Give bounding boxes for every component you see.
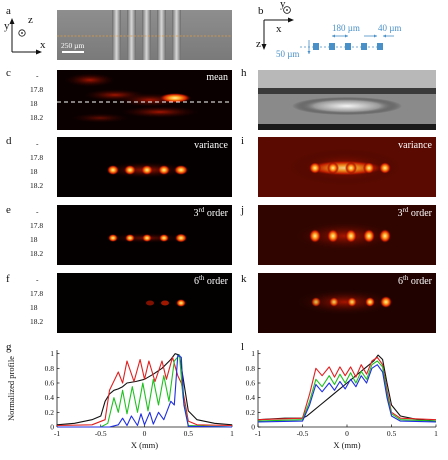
third-order-image-j: 3rd order — [258, 205, 436, 265]
microscope-image-a: 250 µm — [57, 10, 232, 60]
profile-chart-l: -1 -0.5 0 0.5 1 0 0.2 0.4 0.6 0.8 1 X (mm) — [246, 349, 439, 450]
series-line-0 — [56, 353, 233, 426]
geometry-schematic-b: 180 µm 40 µm 50 µm — [276, 23, 401, 59]
x-tick-label: 0 — [143, 429, 147, 438]
axis-z-label-a: z — [28, 14, 33, 26]
panel-label-d: d — [6, 135, 12, 147]
x-tick-label: 1 — [230, 429, 234, 438]
y-tick-label: 0.2 — [45, 408, 55, 417]
panel-label-g: g — [6, 341, 12, 353]
tick-18.2: 18.2 — [30, 181, 43, 190]
axis-y-label-a: y — [4, 20, 10, 32]
y-tick-label: 0.2 — [246, 408, 256, 417]
tick-18: 18 — [30, 303, 38, 312]
x-tick-label: 1 — [434, 429, 438, 438]
series-line-0 — [257, 354, 437, 422]
mean-image-c: mean — [57, 70, 232, 130]
series-line-2 — [257, 360, 437, 422]
axis-x-label-a: x — [40, 39, 46, 51]
y-tick-label: 0.4 — [246, 393, 256, 402]
width-annotation: 40 µm — [378, 23, 401, 33]
variance-image-d: variance — [57, 137, 232, 197]
tick-18.2: 18.2 — [30, 249, 43, 258]
panel-label-i: i — [241, 135, 244, 147]
variance-image-i: variance — [258, 137, 436, 197]
panel-label-l: l — [241, 341, 244, 353]
image-label-variance: variance — [194, 140, 228, 151]
tick-18.2: 18.2 — [30, 317, 43, 326]
axis-z-label-b: z — [256, 38, 261, 50]
x-axis-label: X (mm) — [131, 440, 158, 450]
y-axis-label: Normalized profile — [6, 356, 16, 421]
x-tick-label: -0.5 — [95, 429, 107, 438]
y-ticks-f: - 17.8 18 18.2 — [30, 275, 43, 326]
image-label-3rd-order: 3rd order — [194, 206, 229, 219]
tick-18: 18 — [30, 167, 38, 176]
y-tick-label: 0 — [50, 423, 54, 432]
tick-dash: - — [36, 139, 39, 148]
y-tick-label: 1 — [50, 349, 54, 358]
y-ticks-d: - 17.8 18 18.2 — [30, 139, 43, 190]
panel-label-j: j — [240, 204, 244, 216]
panel-label-e: e — [6, 204, 11, 216]
x-tick-label: 0 — [345, 429, 349, 438]
series-line-3 — [257, 364, 437, 423]
tick-18.2: 18.2 — [30, 113, 43, 122]
series-line-3 — [57, 354, 233, 428]
y-tick-label: 0.6 — [246, 379, 256, 388]
sixth-order-image-k: 6th order — [258, 273, 436, 333]
image-label-mean: mean — [206, 72, 228, 83]
x-tick-label: 0.5 — [387, 429, 397, 438]
image-label-6th-order-sim: 6th order — [398, 274, 433, 287]
simulated-image-h — [258, 70, 436, 130]
tick-dash: - — [36, 207, 39, 216]
x-tick-label: -1 — [54, 429, 60, 438]
axis-y-label-b: y — [280, 0, 286, 10]
x-tick-label: -1 — [255, 429, 261, 438]
panel-label-f: f — [6, 273, 10, 285]
scalebar-label: 250 µm — [61, 41, 84, 50]
tick-17.8: 17.8 — [30, 153, 43, 162]
panel-label-b: b — [258, 5, 264, 17]
y-ticks-e: - 17.8 18 18.2 — [30, 207, 43, 258]
tick-17.8: 17.8 — [30, 85, 43, 94]
axes-indicator-b: y z x — [256, 0, 294, 50]
tick-dash: - — [36, 275, 39, 284]
depth-annotation: 50 µm — [276, 49, 299, 59]
tick-17.8: 17.8 — [30, 289, 43, 298]
spacing-annotation: 180 µm — [332, 23, 360, 33]
tick-18: 18 — [30, 99, 38, 108]
y-tick-label: 0 — [251, 423, 255, 432]
sixth-order-image-f: 6th order — [57, 273, 232, 333]
x-tick-label: 0.5 — [184, 429, 194, 438]
tick-dash: - — [36, 71, 39, 80]
panel-label-h: h — [241, 67, 247, 79]
series-line-2 — [57, 354, 233, 428]
axis-x-label-b: x — [276, 23, 282, 35]
panel-label-a: a — [6, 5, 11, 17]
image-label-6th-order: 6th order — [194, 274, 229, 287]
y-tick-label: 0.4 — [45, 393, 55, 402]
tick-17.8: 17.8 — [30, 221, 43, 230]
image-label-variance-sim: variance — [398, 140, 432, 151]
image-label-3rd-order-sim: 3rd order — [398, 206, 433, 219]
third-order-image-e: 3rd order — [57, 205, 232, 265]
y-ticks-c: - 17.8 18 18.2 — [30, 71, 43, 122]
tick-18: 18 — [30, 235, 38, 244]
series-line-1 — [257, 356, 437, 421]
panel-label-k: k — [241, 273, 247, 285]
panel-label-c: c — [6, 67, 11, 79]
y-tick-label: 0.8 — [45, 364, 55, 373]
axes-indicator-a: y z x — [4, 14, 46, 55]
y-tick-label: 0.6 — [45, 379, 55, 388]
x-axis-label: X (mm) — [333, 440, 360, 450]
x-tick-label: -0.5 — [297, 429, 309, 438]
y-tick-label: 0.8 — [246, 364, 256, 373]
y-tick-label: 1 — [251, 349, 255, 358]
profile-chart-g: -1 -0.5 0 0.5 1 0 0.2 0.4 0.6 0.8 1 X (mm) Normalize… — [6, 349, 234, 450]
